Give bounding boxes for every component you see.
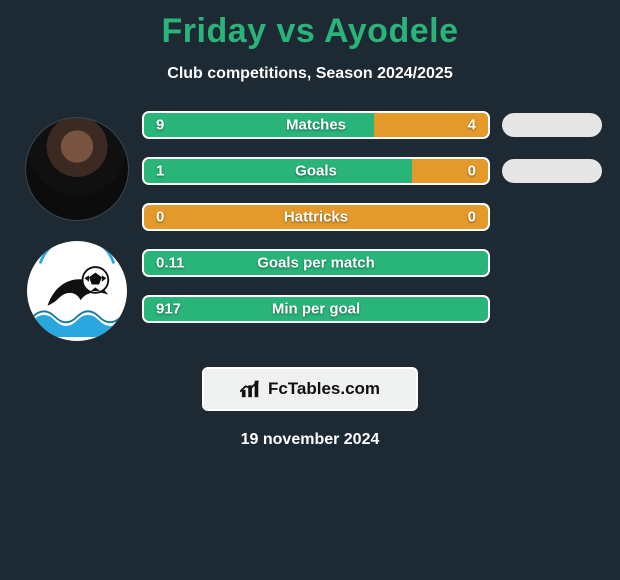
avatar-column [12, 111, 142, 341]
date-label: 19 november 2024 [241, 431, 380, 449]
page-title: Friday vs Ayodele [162, 12, 459, 51]
stat-name: Goals per match [257, 255, 375, 272]
stat-row: 1 Goals 0 [142, 157, 602, 185]
player-avatar [25, 117, 129, 221]
stat-bar: 9 Matches 4 [142, 111, 490, 139]
stat-bar: 0 Hattricks 0 [142, 203, 490, 231]
stat-name: Goals [295, 163, 337, 180]
comparison-card: Friday vs Ayodele Club competitions, Sea… [0, 0, 620, 449]
content-row: 9 Matches 4 1 Goals 0 0 Hattricks 0 0.11 Goals per… [12, 111, 608, 341]
stat-bar: 917 Min per goal [142, 295, 490, 323]
stat-value-left: 0 [156, 209, 164, 226]
stat-value-right: 0 [468, 163, 476, 180]
stat-value-left: 9 [156, 117, 164, 134]
comparison-pill [502, 113, 602, 137]
stat-row: 0 Hattricks 0 [142, 203, 602, 231]
stat-row: 9 Matches 4 [142, 111, 602, 139]
stat-name: Hattricks [284, 209, 348, 226]
stat-value-left: 0.11 [156, 255, 184, 272]
stat-bar-fill [144, 159, 412, 183]
stat-name: Matches [286, 117, 346, 134]
stat-value-left: 917 [156, 301, 181, 318]
dolphin-ball-icon [31, 245, 123, 337]
stat-bars: 9 Matches 4 1 Goals 0 0 Hattricks 0 0.11 Goals per… [142, 111, 608, 341]
club-badge [27, 241, 127, 341]
stat-bar: 1 Goals 0 [142, 157, 490, 185]
brand-text: FcTables.com [268, 379, 380, 399]
stat-name: Min per goal [272, 301, 360, 318]
stat-value-right: 0 [468, 209, 476, 226]
stat-row: 0.11 Goals per match [142, 249, 602, 277]
stat-row: 917 Min per goal [142, 295, 602, 323]
subtitle: Club competitions, Season 2024/2025 [167, 65, 452, 83]
chart-icon [240, 379, 262, 399]
stat-value-left: 1 [156, 163, 164, 180]
stat-bar: 0.11 Goals per match [142, 249, 490, 277]
brand-badge[interactable]: FcTables.com [202, 367, 418, 411]
comparison-pill [502, 159, 602, 183]
stat-value-right: 4 [468, 117, 476, 134]
